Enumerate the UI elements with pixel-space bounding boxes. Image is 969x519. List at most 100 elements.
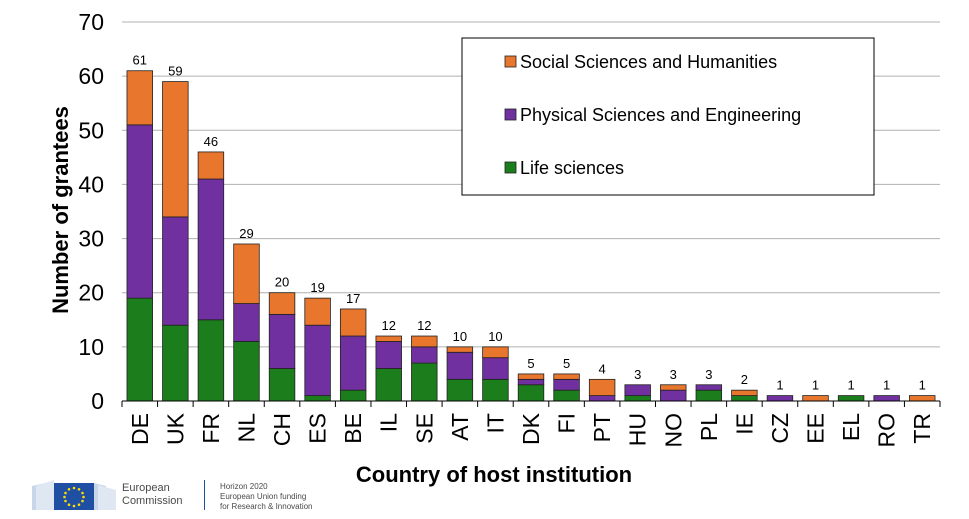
x-axis-title: Country of host institution xyxy=(356,462,632,487)
bar-segment-IL-life-sciences xyxy=(375,368,402,402)
x-category-EL: EL xyxy=(838,413,864,441)
bar-segment-PL-life-sciences xyxy=(695,389,723,402)
total-label-SE: 12 xyxy=(417,318,431,333)
x-category-RO: RO xyxy=(874,413,900,448)
bar-segment-NO-social-sciences-and-humanities xyxy=(660,384,687,391)
total-label-IT: 10 xyxy=(488,329,502,344)
bar-segment-ES-life-sciences xyxy=(304,395,331,402)
y-axis-title: Number of grantees xyxy=(48,106,73,314)
bar-segment-NL-life-sciences xyxy=(233,341,260,402)
h2020-line-3: for Research & Innovation xyxy=(220,502,313,511)
total-label-HU: 3 xyxy=(634,367,641,382)
x-category-FR: FR xyxy=(198,413,224,444)
total-label-UK: 59 xyxy=(168,64,182,79)
legend-box xyxy=(461,37,875,196)
x-category-HU: HU xyxy=(625,413,651,446)
x-category-ES: ES xyxy=(305,413,331,444)
bar-segment-TR-social-sciences-and-humanities xyxy=(909,395,936,402)
total-label-NL: 29 xyxy=(239,226,253,241)
bar-segment-IE-life-sciences xyxy=(731,395,758,402)
x-category-CZ: CZ xyxy=(767,413,793,444)
total-label-FI: 5 xyxy=(563,356,570,371)
y-tick-label: 50 xyxy=(78,117,104,143)
legend-swatch xyxy=(504,55,517,68)
bar-segment-IT-life-sciences xyxy=(482,378,509,402)
x-axis-categories: DE UK FR NL CH ES BE IL SE AT IT DK FI PT HU NO PL IE CZ EE… xyxy=(121,401,941,448)
bar-segment-DE-physical-sciences-and-engineering xyxy=(126,124,153,299)
y-axis-ticks: 0 10 20 30 40 50 60 70 xyxy=(78,9,104,414)
total-label-RO: 1 xyxy=(883,378,890,393)
y-tick-label: 70 xyxy=(78,9,104,35)
total-label-CZ: 1 xyxy=(776,378,783,393)
total-label-EL: 1 xyxy=(847,378,854,393)
x-category-AT: AT xyxy=(447,413,473,441)
y-tick-label: 30 xyxy=(78,226,104,252)
total-label-IE: 2 xyxy=(741,372,748,387)
y-tick-label: 0 xyxy=(91,388,104,414)
data-labels: 61 59 46 29 20 19 17 12 12 10 10 5 5 4 3 3 3 2 1 1 1 1 1 xyxy=(133,53,926,393)
y-tick-label: 20 xyxy=(78,280,104,306)
bar-segment-SE-physical-sciences-and-engineering xyxy=(411,346,438,364)
total-label-BE: 17 xyxy=(346,291,360,306)
ec-line-1: European xyxy=(122,482,170,494)
total-label-PL: 3 xyxy=(705,367,712,382)
horizon-2020-text: Horizon 2020 European Union funding for … xyxy=(220,482,313,512)
x-category-EE: EE xyxy=(803,413,829,444)
x-category-DK: DK xyxy=(518,412,544,445)
total-label-CH: 20 xyxy=(275,275,289,290)
bar-segment-SE-social-sciences-and-humanities xyxy=(411,335,438,348)
bar-segment-UK-life-sciences xyxy=(162,324,189,402)
footer-divider xyxy=(204,480,205,510)
bar-segment-HU-life-sciences xyxy=(624,395,651,402)
bar-segment-NL-social-sciences-and-humanities xyxy=(233,243,260,304)
x-category-SE: SE xyxy=(411,413,437,444)
bar-segment-DE-social-sciences-and-humanities xyxy=(126,70,153,126)
bar-segment-IT-social-sciences-and-humanities xyxy=(482,346,509,359)
bar-segment-UK-physical-sciences-and-engineering xyxy=(162,216,189,326)
bar-segment-CH-life-sciences xyxy=(268,368,296,402)
bar-segment-IT-physical-sciences-and-engineering xyxy=(482,357,509,380)
bar-segment-DK-life-sciences xyxy=(517,384,545,402)
legend-label: Physical Sciences and Engineering xyxy=(520,105,801,125)
total-label-TR: 1 xyxy=(919,378,926,393)
bar-segment-IL-social-sciences-and-humanities xyxy=(375,335,402,342)
bar-segment-HU-physical-sciences-and-engineering xyxy=(624,384,651,396)
x-category-CH: CH xyxy=(269,413,295,446)
legend: Social Sciences and Humanities Physical S… xyxy=(461,37,875,196)
bar-segment-DE-life-sciences xyxy=(126,297,153,402)
total-label-DK: 5 xyxy=(527,356,534,371)
total-label-DE: 61 xyxy=(133,53,147,68)
ec-logo-graphic xyxy=(32,480,116,510)
bar-segment-EE-social-sciences-and-humanities xyxy=(802,395,829,402)
bar-segment-BE-social-sciences-and-humanities xyxy=(339,308,367,337)
bar-segment-EL-life-sciences xyxy=(837,395,865,402)
bar-segment-ES-physical-sciences-and-engineering xyxy=(304,324,331,396)
total-label-ES: 19 xyxy=(310,280,324,295)
bar-segment-AT-life-sciences xyxy=(446,378,474,402)
x-category-NO: NO xyxy=(660,413,686,448)
x-category-TR: TR xyxy=(909,413,935,444)
x-category-DE: DE xyxy=(127,413,153,445)
y-tick-label: 60 xyxy=(78,63,104,89)
x-category-PT: PT xyxy=(589,413,615,442)
bar-segment-FR-life-sciences xyxy=(197,319,225,402)
x-category-BE: BE xyxy=(340,413,366,444)
bar-segment-BE-life-sciences xyxy=(339,389,367,402)
bar-segment-FR-social-sciences-and-humanities xyxy=(197,151,225,180)
bar-segment-IE-social-sciences-and-humanities xyxy=(731,389,758,396)
x-category-IT: IT xyxy=(482,413,508,433)
bar-segment-DK-social-sciences-and-humanities xyxy=(517,373,545,380)
footer: European Commission Horizon 2020 Europea… xyxy=(0,458,969,519)
x-category-FI: FI xyxy=(554,413,580,433)
y-tick-label: 10 xyxy=(78,334,104,360)
ec-line-2: Commission xyxy=(122,495,183,507)
bar-segment-NL-physical-sciences-and-engineering xyxy=(233,303,260,342)
bar-segment-BE-physical-sciences-and-engineering xyxy=(339,335,367,391)
y-tick-label: 40 xyxy=(78,171,104,197)
total-label-FR: 46 xyxy=(204,134,218,149)
bar-segment-CH-social-sciences-and-humanities xyxy=(268,292,296,315)
total-label-NO: 3 xyxy=(670,367,677,382)
total-label-IL: 12 xyxy=(382,318,396,333)
bars xyxy=(126,70,936,402)
